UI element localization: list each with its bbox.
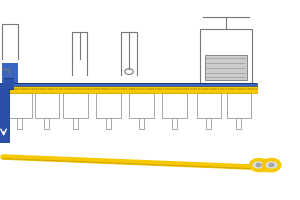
Circle shape <box>263 160 280 170</box>
Bar <box>63 93 88 118</box>
Circle shape <box>250 160 267 170</box>
Bar <box>8 93 32 118</box>
Bar <box>200 29 252 83</box>
Bar <box>236 118 241 129</box>
Bar <box>196 93 221 118</box>
Bar <box>44 118 49 129</box>
Bar <box>3 85 256 93</box>
Bar <box>162 93 187 118</box>
Circle shape <box>256 163 261 167</box>
Bar <box>96 93 121 118</box>
Bar <box>206 118 211 129</box>
Bar <box>139 118 144 129</box>
Bar <box>3 83 256 86</box>
Bar <box>129 93 154 118</box>
Bar <box>205 55 247 80</box>
Bar <box>34 93 59 118</box>
Bar <box>106 118 111 129</box>
Bar <box>73 118 78 129</box>
Bar <box>172 118 177 129</box>
Bar <box>17 118 22 129</box>
Bar <box>226 93 251 118</box>
Circle shape <box>269 163 274 167</box>
Bar <box>2 63 18 83</box>
Bar <box>3 83 256 84</box>
